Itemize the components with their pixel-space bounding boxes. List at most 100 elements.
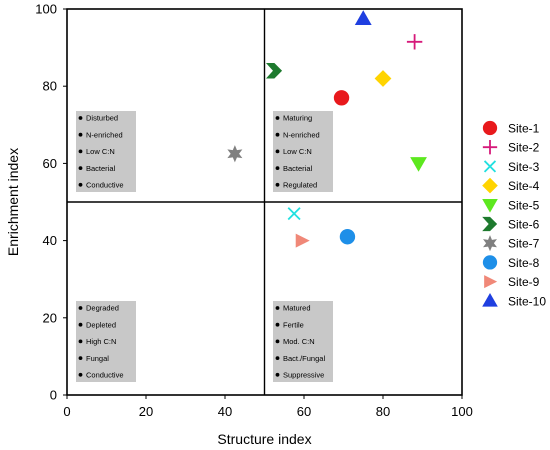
legend-entry: Site-10 (482, 293, 546, 308)
marker-star (483, 235, 497, 252)
annotation-item: Conductive (86, 371, 124, 380)
annotation-box-bg (76, 111, 136, 192)
bullet-dot (275, 356, 280, 360)
annotation-box-bg (273, 111, 333, 192)
legend-label: Site-10 (508, 294, 546, 308)
legend-label: Site-5 (508, 198, 540, 212)
bullet-dot (275, 166, 280, 171)
bullet-dot (275, 339, 280, 344)
data-point-site-3 (287, 207, 301, 221)
annotation-item: Maturing (283, 114, 312, 123)
marker-triangle-up (354, 10, 372, 25)
legend-entry: Site-7 (483, 235, 540, 252)
annotation-box-bg (273, 301, 333, 382)
legend-label: Site-4 (508, 179, 540, 193)
marker-circle (333, 90, 350, 106)
annotation-item: Bacterial (283, 164, 313, 173)
x-tick-label: 40 (218, 404, 232, 419)
annotation-item: Disturbed (86, 114, 118, 123)
marker-plus (482, 140, 498, 155)
x-axis-label: Structure index (217, 431, 311, 447)
marker-star (227, 145, 243, 163)
bullet-dot (275, 372, 280, 377)
x-tick-label: 20 (139, 404, 153, 419)
annotation-box-top-right: Maturing N-enriched Low C:N Bacterial Regula… (273, 111, 333, 192)
legend-entry: Site-1 (482, 120, 540, 136)
marker-chevron (482, 216, 498, 232)
legend-entry: Site-3 (483, 160, 540, 174)
legend-label: Site-6 (508, 218, 540, 232)
annotation-item: Degraded (86, 304, 119, 313)
annotation-item: Fertile (283, 320, 304, 329)
bullet-dot (275, 322, 280, 327)
bullet-dot (78, 132, 83, 137)
bullet-dot (275, 132, 280, 137)
annotation-item: Bacterial (86, 164, 116, 173)
legend-label: Site-9 (508, 275, 540, 289)
legend-entry: Site-6 (482, 216, 540, 232)
quadrant-annotation-boxes: Disturbed N-enriched Low C:N Bacterial Condu… (76, 111, 333, 382)
data-point-site-2 (406, 34, 423, 50)
marker-triangle-down (410, 157, 427, 172)
data-point-site-4 (374, 70, 392, 87)
annotation-item: Bact./Fungal (283, 354, 325, 363)
marker-circle (482, 120, 498, 136)
legend: Site-1 Site-2 Site-3 Site-4 Site-5 Site-6 Site… (482, 120, 546, 308)
marker-plus (406, 34, 423, 50)
data-point-site-10 (354, 10, 372, 25)
marker-triangle-right (484, 275, 498, 289)
annotation-box-bg (76, 301, 136, 382)
data-point-site-7 (227, 145, 243, 163)
bullet-dot (78, 322, 83, 327)
y-tick-label: 20 (43, 310, 57, 325)
x-axis-ticks: 0 20 40 60 80 100 (63, 395, 473, 419)
marker-x (287, 207, 301, 221)
marker-diamond (374, 70, 392, 87)
legend-entry: Site-9 (484, 275, 540, 289)
marker-triangle-down (482, 198, 498, 213)
data-point-site-9 (295, 233, 310, 248)
legend-entry: Site-4 (482, 177, 540, 194)
legend-label: Site-3 (508, 160, 540, 174)
legend-label: Site-2 (508, 141, 540, 155)
plot-area-frame (66, 8, 463, 396)
legend-label: Site-7 (508, 237, 540, 251)
marker-chevron (265, 63, 283, 79)
bullet-dot (78, 182, 83, 187)
annotation-item: N-enriched (86, 130, 123, 139)
x-tick-label: 80 (376, 404, 390, 419)
y-axis-ticks: 0 20 40 60 80 100 (35, 2, 67, 403)
data-point-site-8 (339, 229, 356, 245)
y-tick-label: 60 (43, 156, 57, 171)
annotation-box-top-left: Disturbed N-enriched Low C:N Bacterial Condu… (76, 111, 136, 192)
legend-entry: Site-8 (482, 255, 540, 270)
bullet-dot (78, 149, 83, 154)
annotation-item: Low C:N (86, 147, 115, 156)
quadrant-divider-lines (67, 9, 462, 395)
marker-circle (339, 229, 356, 245)
marker-triangle-up (482, 293, 498, 307)
annotation-item: Fungal (86, 354, 109, 363)
y-tick-label: 80 (43, 79, 57, 94)
bullet-dot (78, 356, 83, 360)
annotation-item: Regulated (283, 181, 317, 190)
annotation-box-bottom-right: Matured Fertile Mod. C:N Bact./Fungal Suppre… (273, 301, 333, 382)
marker-diamond (482, 177, 498, 194)
bullet-dot (78, 306, 83, 310)
legend-entry: Site-2 (482, 140, 540, 155)
y-axis-label: Enrichment index (5, 148, 21, 256)
marker-circle (482, 255, 498, 270)
data-points (227, 10, 427, 248)
bullet-dot (78, 166, 83, 171)
annotation-item: Matured (283, 304, 311, 313)
bullet-dot (78, 116, 83, 120)
annotation-item: Conductive (86, 181, 124, 190)
y-tick-label: 40 (43, 233, 57, 248)
x-tick-label: 100 (451, 404, 473, 419)
x-tick-label: 0 (63, 404, 70, 419)
y-tick-label: 100 (35, 2, 57, 17)
y-tick-label: 0 (50, 388, 57, 403)
x-tick-label: 60 (297, 404, 311, 419)
data-point-site-1 (333, 90, 350, 106)
